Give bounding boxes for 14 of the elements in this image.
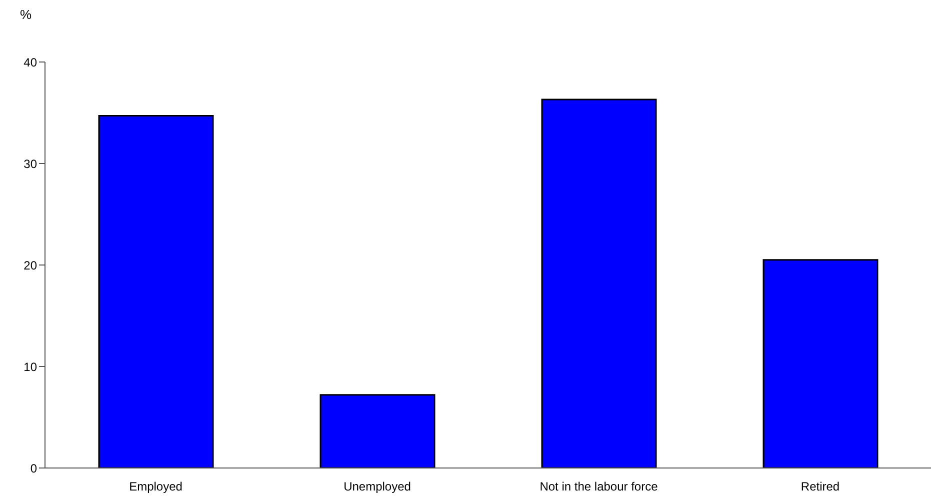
bar: [98, 115, 214, 468]
y-tick-label: 0: [30, 461, 38, 476]
y-tick-label: 40: [24, 55, 38, 70]
y-axis-title: %: [20, 7, 32, 22]
x-tick-label: Employed: [129, 480, 182, 494]
bar: [320, 394, 436, 468]
x-tick-label: Retired: [800, 480, 840, 494]
y-tick-label: 30: [24, 156, 38, 171]
y-tick-label: 20: [24, 258, 38, 272]
y-tick-label: 10: [24, 360, 38, 374]
bar: [762, 259, 878, 468]
bar: [541, 98, 657, 468]
x-tick-label: Unemployed: [344, 480, 411, 494]
x-tick-label: Not in the labour force: [540, 480, 658, 494]
